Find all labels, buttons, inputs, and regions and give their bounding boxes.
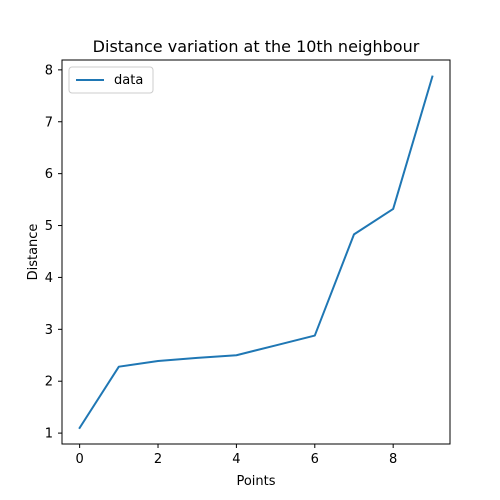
y-tick-label: 5 (45, 219, 53, 234)
legend-label-data: data (114, 73, 143, 88)
y-axis-label: Distance (26, 224, 41, 281)
y-tick-label: 1 (45, 427, 53, 442)
plot-background (62, 60, 450, 444)
y-axis-ticks: 1 2 3 4 5 6 7 8 (45, 63, 62, 442)
series-layer (78, 75, 434, 430)
y-tick-label: 8 (45, 63, 53, 78)
x-axis-label: Points (236, 474, 275, 489)
series-line-data (78, 75, 434, 430)
x-tick-label: 6 (311, 452, 319, 467)
x-tick-label: 2 (154, 452, 162, 467)
y-tick-label: 6 (45, 167, 53, 182)
x-tick-label: 4 (232, 452, 240, 467)
y-tick-label: 4 (45, 271, 53, 286)
legend-box (68, 66, 154, 94)
plot-frame (61, 59, 451, 445)
chart-title: Distance variation at the 10th neighbour (93, 37, 420, 56)
x-tick-label: 8 (389, 452, 397, 467)
legend: data (68, 66, 154, 94)
y-tick-label: 2 (45, 375, 53, 390)
x-axis-ticks: 0 2 4 6 8 (75, 444, 397, 467)
plot-area (62, 60, 450, 444)
x-tick-label: 0 (75, 452, 83, 467)
y-tick-label: 7 (45, 115, 53, 130)
y-tick-label: 3 (45, 323, 53, 338)
